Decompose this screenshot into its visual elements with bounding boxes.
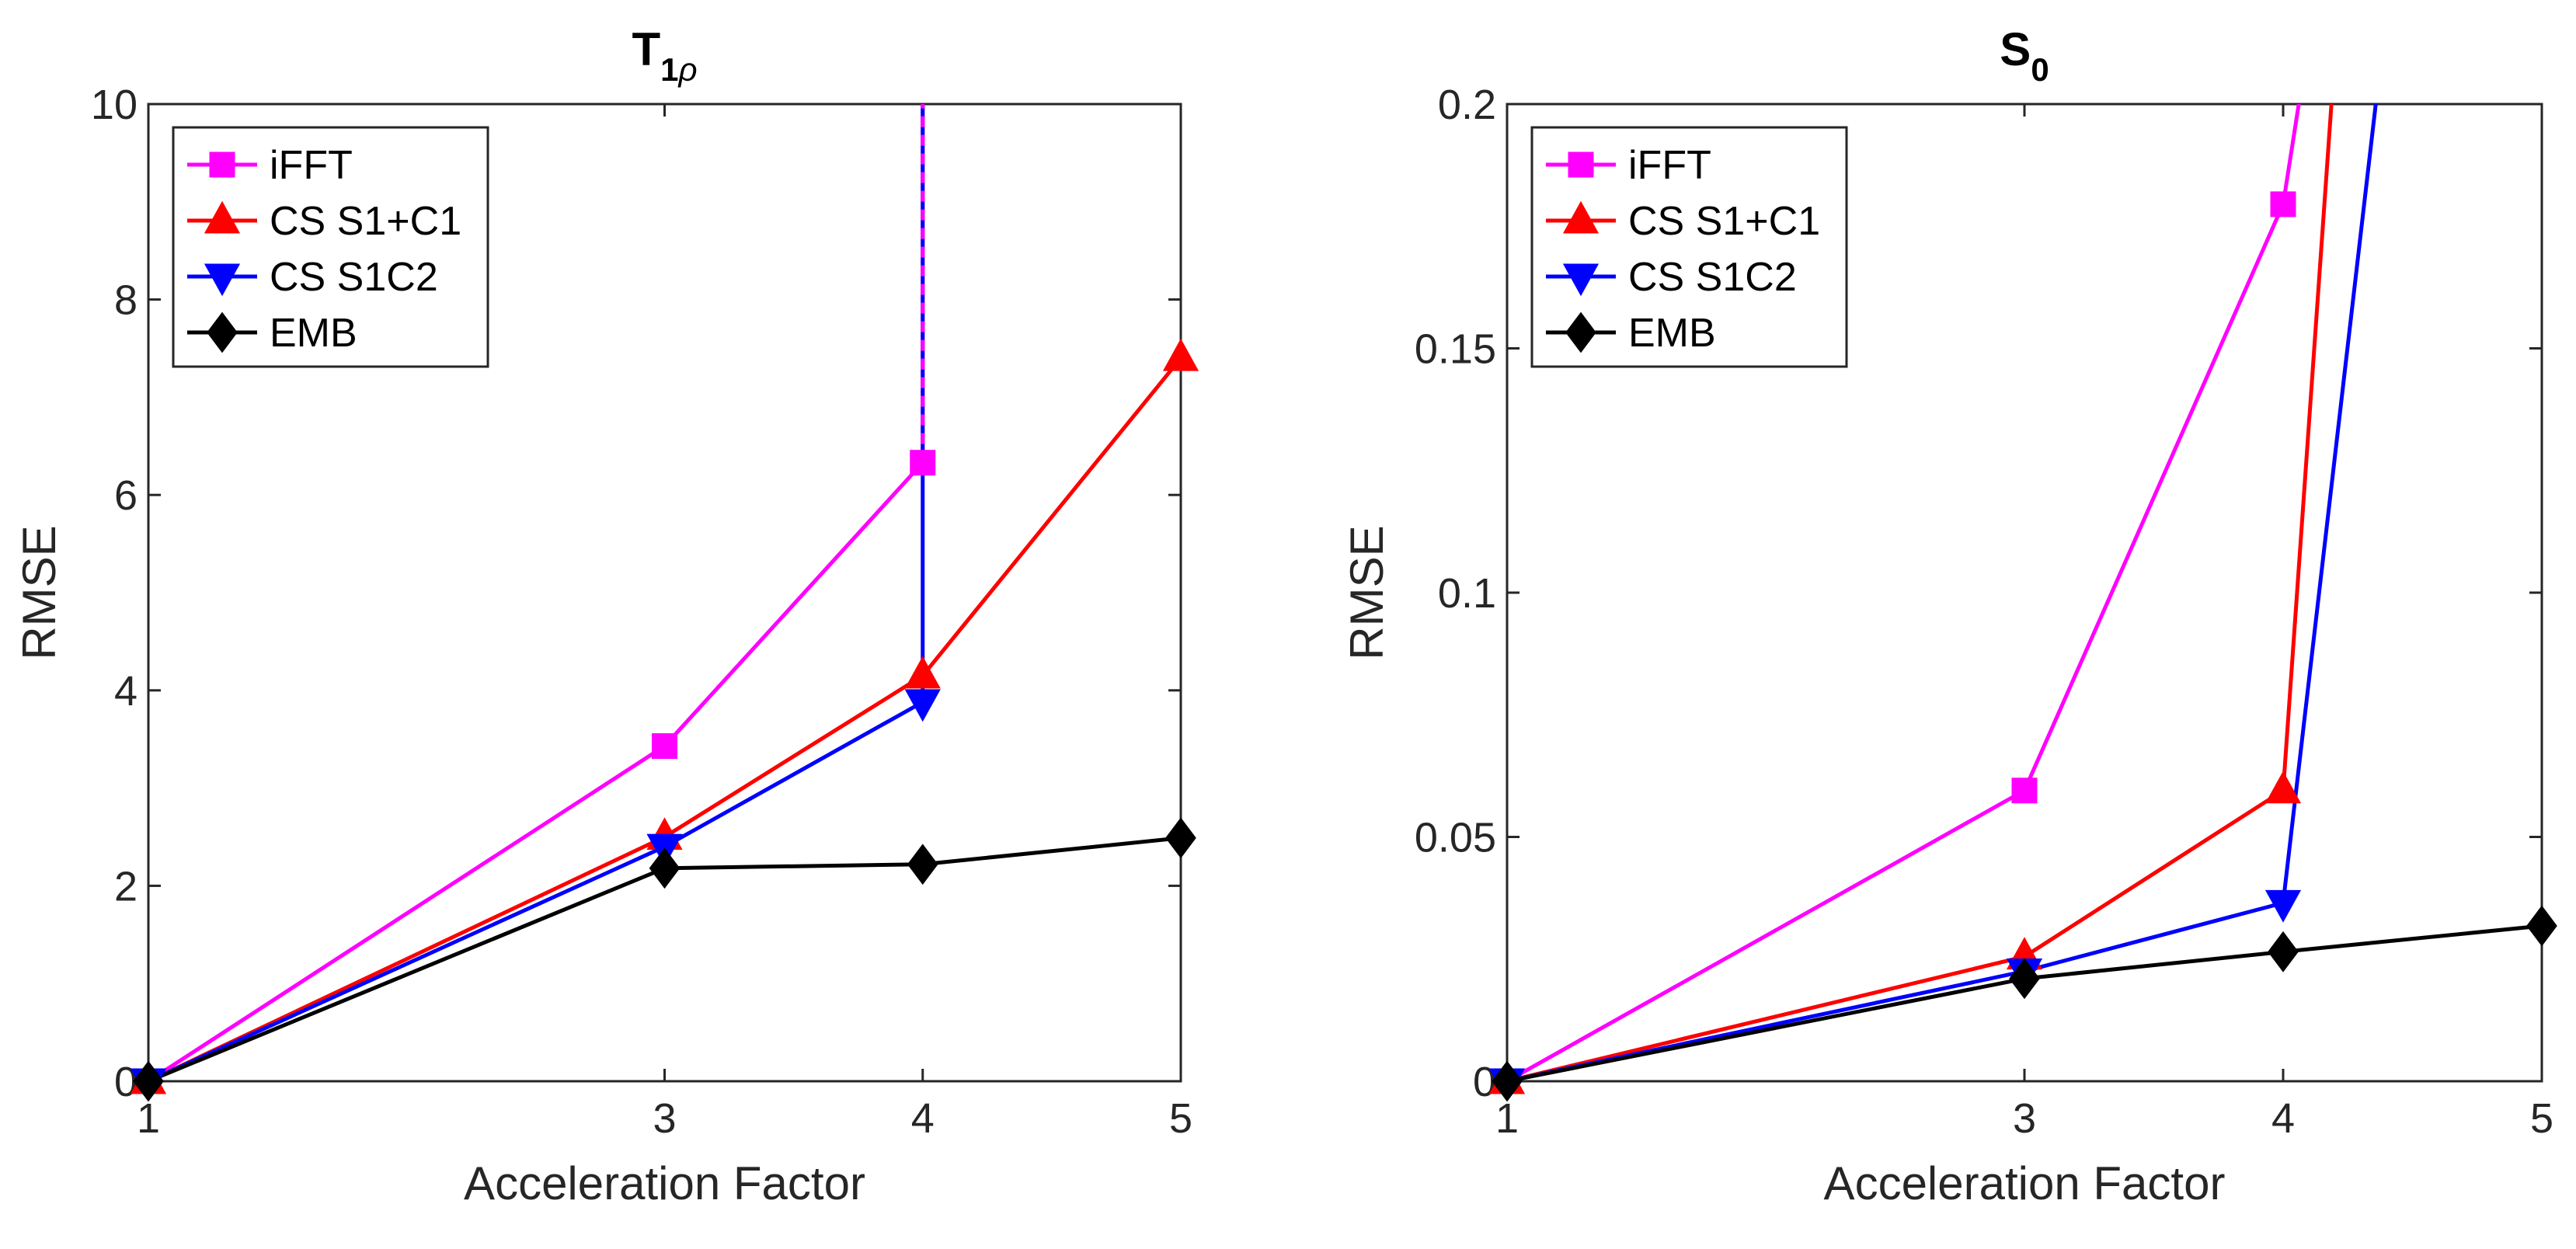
- y-tick-label: 0.2: [1438, 82, 1496, 128]
- y-tick-label: 0.05: [1415, 815, 1496, 861]
- y-tick-label: 0.15: [1415, 326, 1496, 373]
- legend-marker: [1562, 263, 1600, 297]
- legend-label: CS S1C2: [1628, 255, 1797, 300]
- data-point-cs-s1-c1: [1162, 338, 1199, 371]
- legend-label: CS S1+C1: [1628, 199, 1820, 244]
- legend-label: CS S1C2: [270, 255, 438, 300]
- data-point-emb: [1492, 1060, 1523, 1102]
- series-lines: [1507, 104, 2542, 1081]
- data-point-cs-s1-c1: [2264, 771, 2302, 804]
- data-point-ifft: [910, 450, 936, 476]
- y-tick-label: 4: [114, 668, 138, 715]
- series-line-emb: [148, 836, 1181, 1081]
- x-tick-label: 1: [1495, 1095, 1519, 1142]
- x-tick-label: 3: [2013, 1095, 2036, 1142]
- y-tick-label: 10: [91, 82, 138, 128]
- data-point-ifft: [2011, 778, 2038, 804]
- data-point-cs-s1c2: [2264, 889, 2302, 923]
- x-tick-label: 5: [1169, 1095, 1192, 1142]
- x-axis-label: Acceleration Factor: [1824, 1157, 2226, 1209]
- x-tick-label: 3: [653, 1095, 676, 1142]
- series-line-cs-s1c2: [1507, 104, 2378, 1081]
- chart-title: T1ρ: [632, 23, 697, 88]
- y-axis-label: RMSE: [13, 525, 65, 659]
- data-point-cs-s1c2: [904, 689, 941, 722]
- y-tick-label: 0.1: [1438, 570, 1496, 617]
- x-axis-label: Acceleration Factor: [464, 1157, 865, 1209]
- legend-marker: [1568, 151, 1594, 178]
- legend-label: CS S1+C1: [270, 199, 461, 244]
- x-tick-label: 5: [2530, 1095, 2553, 1142]
- legend-label: iFFT: [1628, 143, 1711, 188]
- x-tick-label: 1: [137, 1095, 160, 1142]
- data-point-emb: [2268, 931, 2299, 972]
- legend-marker: [209, 151, 235, 178]
- series-lines: [148, 104, 1181, 1081]
- legend-marker: [1565, 311, 1596, 353]
- series-line-emb: [1507, 924, 2542, 1081]
- data-point-cs-s1-c1: [904, 656, 941, 689]
- series-line-cs-s1-c1: [148, 357, 1181, 1081]
- legend-marker: [207, 311, 238, 353]
- data-point-emb: [133, 1060, 164, 1102]
- y-tick-label: 8: [114, 277, 138, 324]
- data-point-ifft: [652, 733, 677, 760]
- y-axis-label: RMSE: [1341, 525, 1393, 659]
- data-point-emb: [649, 847, 681, 889]
- x-tick-label: 4: [911, 1095, 935, 1142]
- legend-marker: [204, 263, 241, 297]
- legend-marker: [204, 200, 241, 234]
- data-point-emb: [1165, 817, 1196, 859]
- data-point-emb: [2526, 905, 2557, 947]
- data-point-emb: [2009, 958, 2040, 1000]
- series-line-cs-s1-c1: [1507, 104, 2334, 1081]
- y-tick-label: 2: [114, 863, 138, 910]
- legend-marker: [1562, 200, 1600, 234]
- series-line-ifft: [1507, 104, 2301, 1081]
- y-tick-label: 6: [114, 472, 138, 519]
- x-tick-label: 4: [2271, 1095, 2295, 1142]
- legend-label: EMB: [270, 311, 357, 356]
- legend-label: EMB: [1628, 311, 1716, 356]
- chart-title: S0: [2000, 23, 2049, 88]
- legend-label: iFFT: [270, 143, 353, 188]
- data-point-emb: [907, 844, 938, 885]
- data-point-ifft: [2270, 191, 2296, 217]
